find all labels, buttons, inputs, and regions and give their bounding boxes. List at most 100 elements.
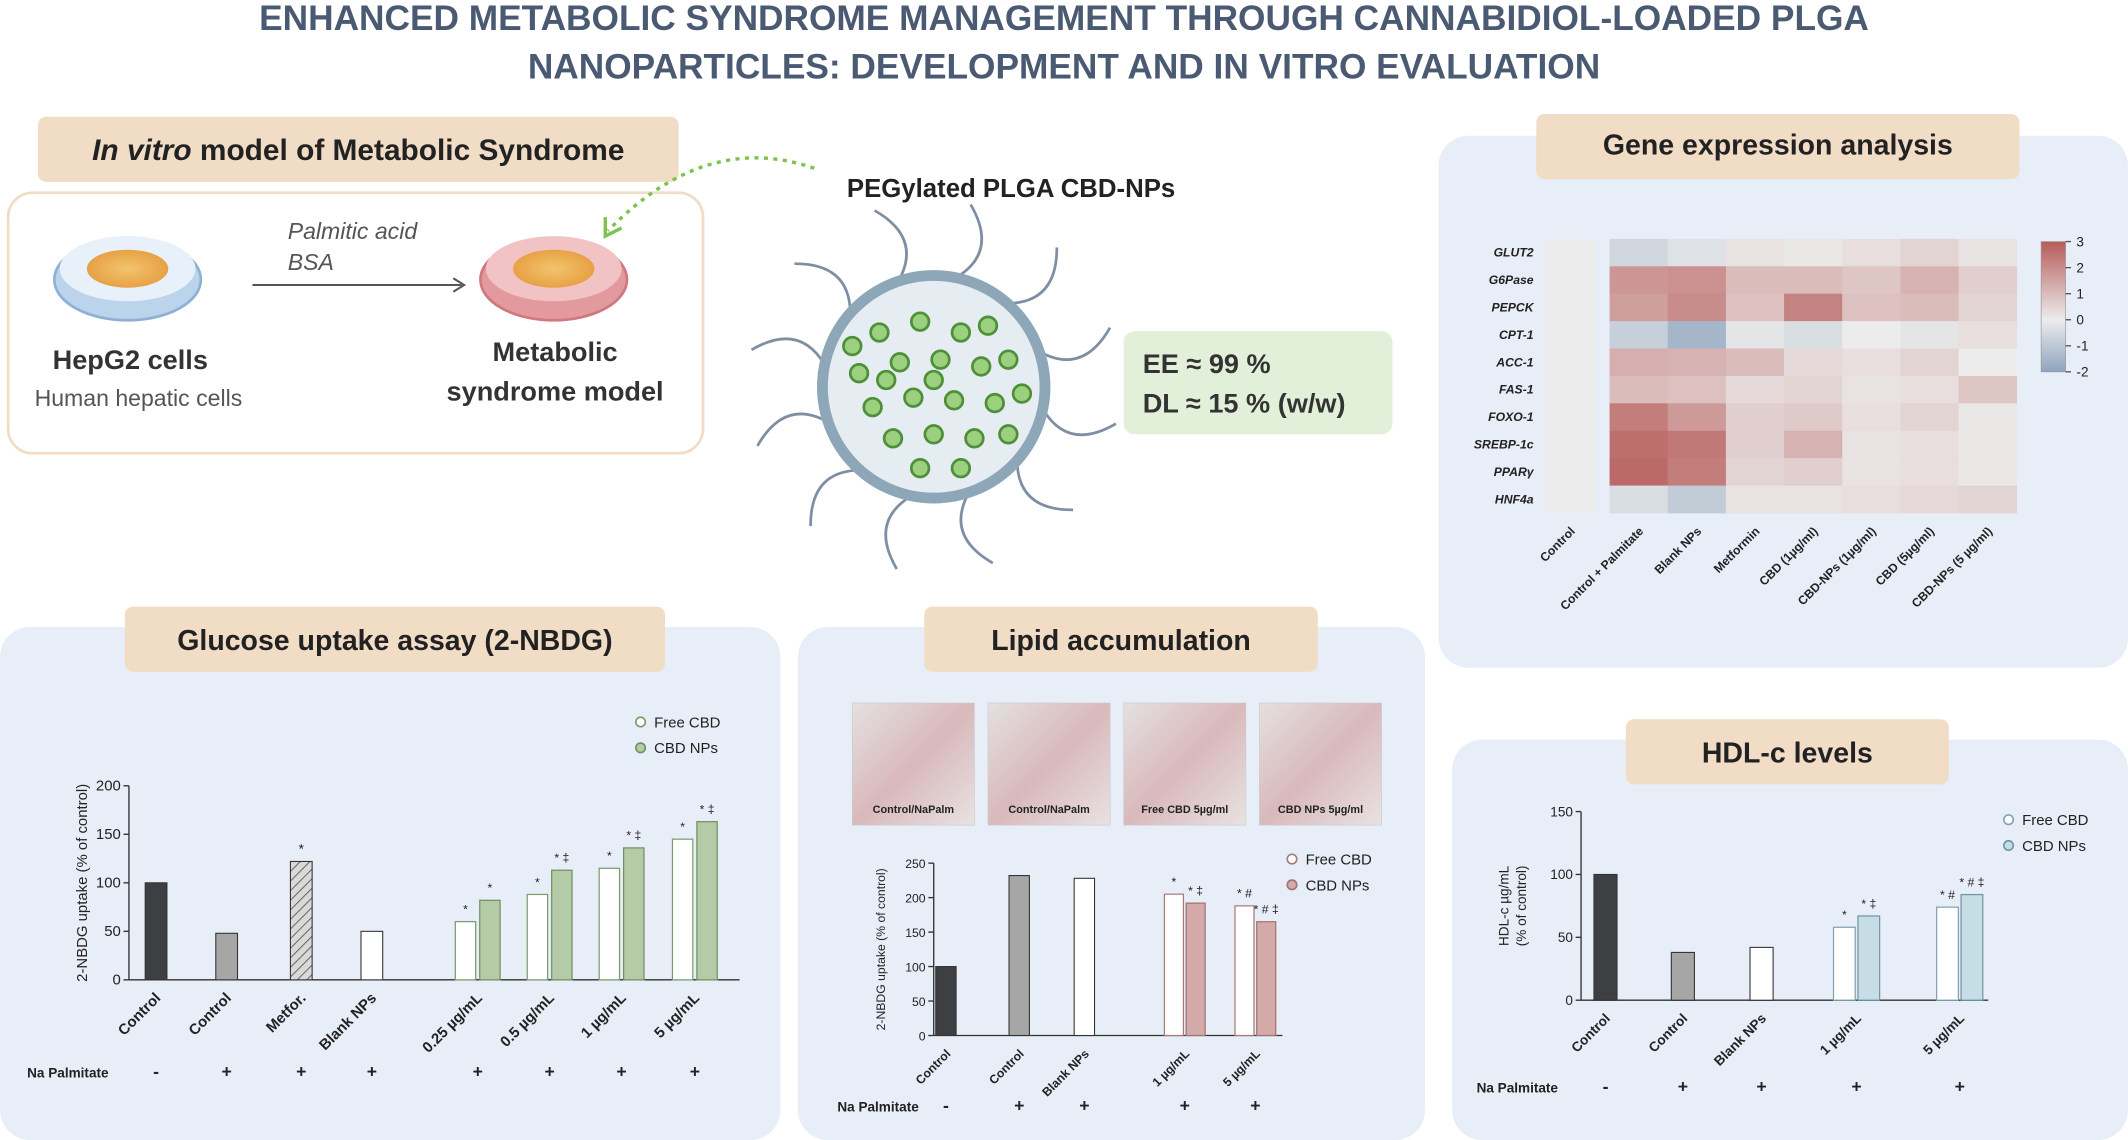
heat-cell xyxy=(1842,458,1901,486)
bar xyxy=(1670,951,1695,1001)
legend-marker xyxy=(2003,814,2015,826)
y-tick-label: 200 xyxy=(96,778,121,795)
bar xyxy=(935,966,957,1037)
title-box xyxy=(38,116,679,182)
heat-cell xyxy=(1958,375,2018,404)
legend-label: Free CBD xyxy=(654,714,720,731)
heat-cell xyxy=(1667,293,1727,322)
significance: * ‡ xyxy=(626,829,641,843)
cell-sublabel: Human hepatic cells xyxy=(35,385,243,411)
cbd-particle xyxy=(909,311,931,332)
peg-chain xyxy=(1007,247,1059,305)
cbd-particle xyxy=(909,458,931,479)
significance: * # xyxy=(1940,888,1955,902)
heat-cell xyxy=(1958,293,2018,322)
ee: EE ≈ 99 % xyxy=(1143,348,1271,379)
colorbar-tick-label: -1 xyxy=(2076,339,2088,354)
cbd-particle xyxy=(998,349,1019,370)
peg-chain xyxy=(1041,408,1117,437)
significance: * ‡ xyxy=(700,803,715,817)
cbd-particle xyxy=(930,349,951,370)
cells xyxy=(86,249,169,288)
palmitate-sign: + xyxy=(690,1062,700,1082)
microscopy-image xyxy=(1123,702,1247,826)
palmitate-sign: + xyxy=(1851,1077,1861,1097)
bar xyxy=(1936,906,1959,1001)
treatment: BSA xyxy=(288,249,334,275)
heat-cell xyxy=(1544,458,1597,486)
significance: * xyxy=(488,881,493,895)
arrow-head xyxy=(452,277,467,293)
heat-cell xyxy=(1900,375,1959,404)
heat-cell xyxy=(1784,458,1843,486)
heat-cell xyxy=(1667,238,1727,267)
significance: * ‡ xyxy=(554,851,569,865)
bar xyxy=(360,930,384,981)
peg-chain xyxy=(955,203,984,279)
heat-cell xyxy=(1609,238,1669,267)
model-label: syndrome model xyxy=(447,375,664,406)
bar xyxy=(144,882,168,981)
heat-cell xyxy=(1958,266,2018,295)
cbd-particle xyxy=(882,428,904,449)
peg-chain xyxy=(884,494,913,570)
image-label: CBD NPs 5µg/ml xyxy=(1278,804,1363,816)
y-axis-label: 2-NBDG uptake (% of control) xyxy=(74,784,91,982)
dl: DL ≈ 15 % (w/w) xyxy=(1143,388,1346,419)
y-tick-label: 50 xyxy=(104,923,121,940)
cbd-particle xyxy=(869,322,890,343)
peg-chain xyxy=(873,209,908,282)
legend-marker xyxy=(635,742,647,754)
cbd-particle xyxy=(842,335,863,357)
cbd-particle xyxy=(848,363,870,384)
bar xyxy=(289,860,313,981)
panel-frame xyxy=(1452,739,2128,1140)
palmitate-sign: + xyxy=(296,1062,306,1082)
cbd-particle xyxy=(903,387,924,408)
heat-cell xyxy=(1609,266,1669,295)
title-box xyxy=(924,606,1318,672)
y-tick-label: 0 xyxy=(1565,993,1573,1008)
significance: * xyxy=(535,875,540,889)
colorbar-tick-label: 1 xyxy=(2076,286,2084,301)
cbd-particle xyxy=(977,315,999,336)
heat-cell xyxy=(1667,348,1727,377)
heat-cell xyxy=(1784,430,1843,459)
heat-cell xyxy=(1667,485,1727,514)
heat-cell xyxy=(1842,375,1901,404)
gene-label: FOXO-1 xyxy=(1488,410,1534,424)
heat-cell xyxy=(1667,403,1727,432)
heat-cell xyxy=(1900,403,1959,432)
bar xyxy=(671,838,694,981)
heat-cell xyxy=(1667,375,1727,404)
heat-cell xyxy=(1725,430,1785,459)
palmitate-sign: + xyxy=(1955,1077,1965,1097)
title-box xyxy=(124,606,666,672)
cbd-particle xyxy=(998,424,1019,445)
heat-cell xyxy=(1544,485,1597,514)
dotted-arrow xyxy=(606,156,815,232)
y-axis-label: (% of control) xyxy=(1514,866,1529,947)
heat-cell xyxy=(1842,485,1901,514)
y-tick-label: 150 xyxy=(905,926,926,940)
heat-cell xyxy=(1958,321,2018,349)
heat-cell xyxy=(1609,375,1669,404)
y-tick-label: 50 xyxy=(912,995,926,1009)
significance: * xyxy=(299,841,305,856)
y-tick-label: 150 xyxy=(96,826,121,843)
heat-cell xyxy=(1725,238,1785,267)
nanoparticle: PEGylated PLGA CBD-NPs EE ≈ 99 % DL ≈ 15… xyxy=(750,175,1393,570)
heat-cell xyxy=(1609,430,1669,459)
microscopy-image xyxy=(851,702,975,826)
heat-cell xyxy=(1544,348,1597,377)
palmitate-label: Na Palmitate xyxy=(27,1066,109,1081)
legend-marker xyxy=(635,716,647,728)
title-box xyxy=(1625,719,1949,785)
legend-label: CBD NPs xyxy=(1306,877,1370,894)
cbd-particle xyxy=(876,369,897,391)
title-line: NANOPARTICLES: DEVELOPMENT AND IN VITRO … xyxy=(528,48,1600,87)
heat-cell xyxy=(1900,485,1959,514)
palmitate-sign: + xyxy=(616,1062,626,1082)
heat-cell xyxy=(1784,238,1843,267)
